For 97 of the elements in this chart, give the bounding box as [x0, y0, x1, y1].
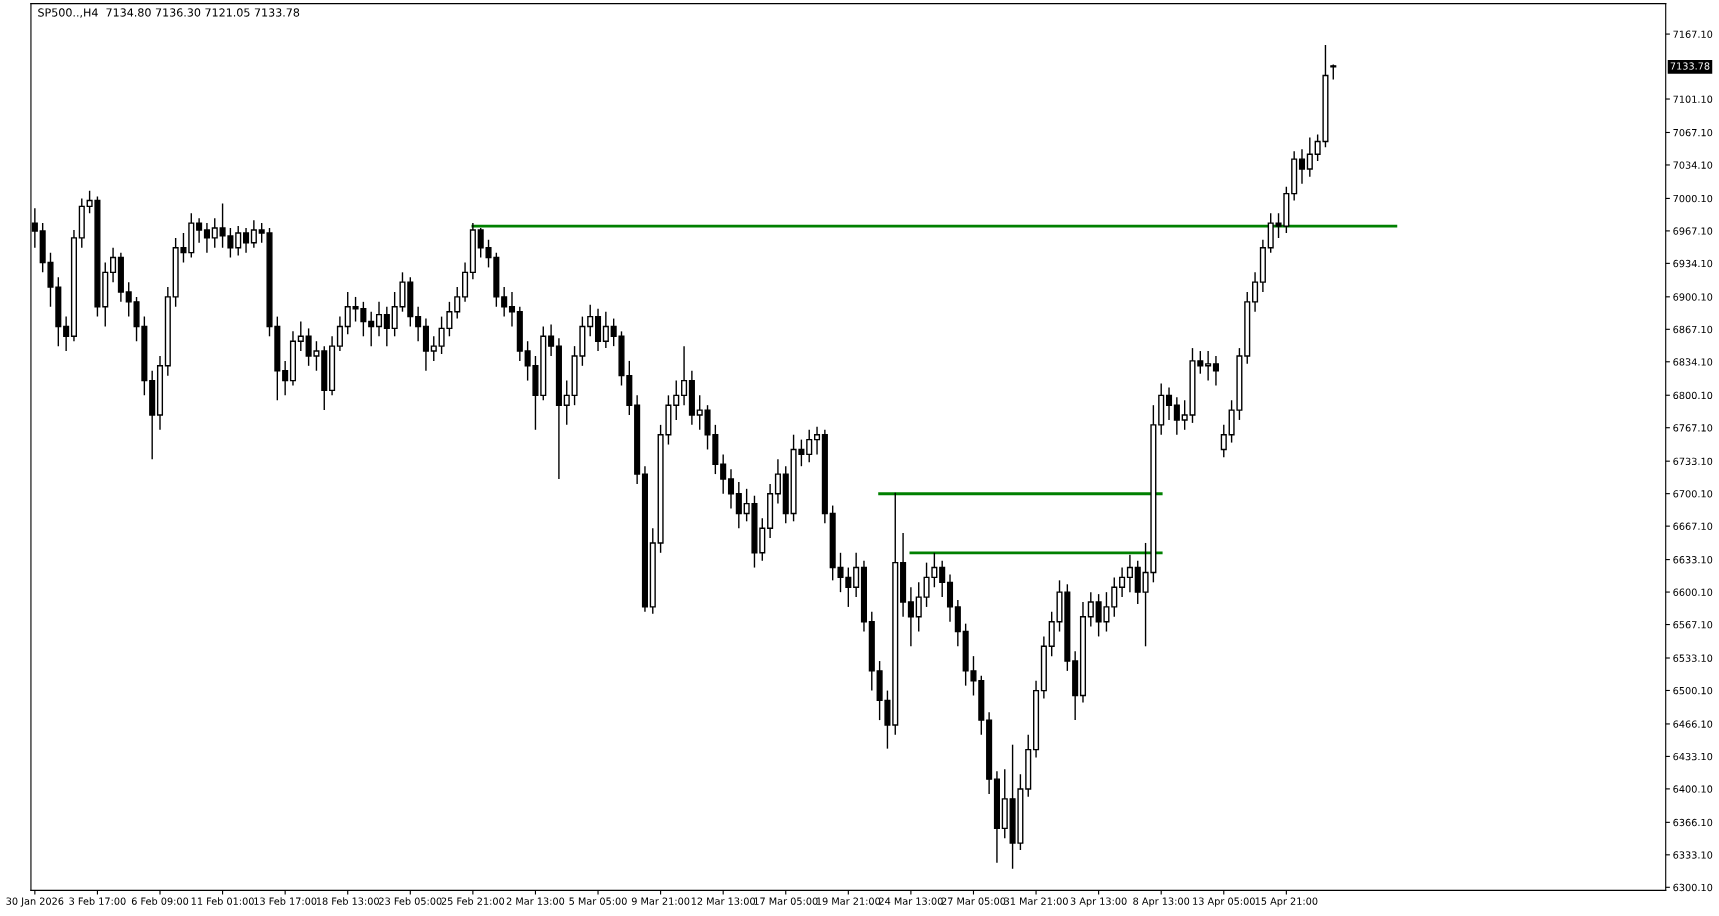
x-tick-label: 17 Mar 05:00 — [754, 897, 818, 905]
candlestick — [1119, 566, 1126, 598]
x-tick-label: 12 Mar 13:00 — [691, 897, 755, 905]
candlestick — [415, 306, 422, 342]
y-tick-label: 6733.10 — [1673, 457, 1713, 466]
y-tick-label: 6700.10 — [1673, 490, 1713, 498]
candlestick — [1220, 424, 1227, 459]
x-tick-label: 18 Feb 13:00 — [316, 897, 379, 905]
candlestick — [907, 586, 914, 647]
x-tick-label: 3 Apr 13:00 — [1070, 897, 1127, 907]
candlestick — [375, 301, 383, 337]
candlestick — [853, 552, 860, 598]
candlestick — [1212, 355, 1219, 387]
y-tick-label: 6967.10 — [1673, 227, 1713, 235]
y-tick-label: 6433.10 — [1673, 752, 1713, 761]
y-tick-label: 6834.10 — [1673, 358, 1713, 366]
y-tick-label: 6800.10 — [1673, 391, 1713, 400]
candlestick — [1111, 576, 1118, 618]
candlestick — [211, 217, 218, 249]
x-tick-label: 31 Mar 21:00 — [1004, 897, 1068, 905]
candlestick — [1298, 148, 1306, 185]
candlestick — [243, 227, 250, 254]
y-tick-label: 6867.10 — [1673, 325, 1713, 334]
x-tick-label: 19 Mar 21:00 — [816, 897, 881, 905]
y-tick-label: 6500.10 — [1673, 686, 1713, 695]
candlestick — [508, 291, 516, 328]
y-tick-label: 6533.10 — [1673, 654, 1713, 662]
y-tick-label: 7067.10 — [1673, 128, 1713, 137]
candlestick — [430, 335, 437, 362]
candlestick — [110, 247, 117, 283]
candlestick — [915, 581, 922, 633]
x-tick-label: 6 Feb 09:00 — [131, 897, 189, 905]
candlestick — [774, 458, 781, 505]
candlestick — [454, 286, 461, 320]
candlestick — [1165, 386, 1173, 421]
y-tick-label: 6600.10 — [1673, 588, 1713, 596]
candlestick — [1306, 136, 1313, 178]
x-tick-label: 25 Feb 21:00 — [441, 897, 505, 905]
y-tick-label: 7167.10 — [1673, 30, 1713, 38]
candlestick — [813, 426, 821, 456]
candlestick — [1173, 396, 1180, 436]
x-tick-label: 2 Mar 13:00 — [506, 897, 565, 905]
candlestick — [368, 310, 375, 347]
candlestick — [1252, 271, 1259, 313]
candlestick — [1126, 554, 1133, 593]
x-tick-label: 23 Feb 05:00 — [379, 897, 442, 905]
y-tick-label: 6934.10 — [1673, 259, 1713, 268]
x-tick-label: 13 Apr 05:00 — [1193, 897, 1255, 907]
candlestick — [1205, 350, 1212, 382]
x-tick-label: 13 Feb 17:00 — [254, 897, 317, 905]
candlestick — [735, 481, 742, 529]
y-tick-label: 6567.10 — [1673, 621, 1713, 629]
candlestick — [297, 320, 304, 352]
x-tick-label: 8 Apr 13:00 — [1133, 897, 1190, 907]
candlestick — [203, 222, 210, 254]
candlestick — [681, 345, 688, 406]
candlestick — [548, 323, 555, 357]
candlestick — [602, 310, 609, 349]
candlestick — [336, 315, 343, 352]
y-tick-label: 6400.10 — [1673, 785, 1713, 793]
chart-title: SP500..,H4 7134.80 7136.30 7121.05 7133.78 — [38, 8, 300, 18]
y-tick-label: 7000.10 — [1673, 194, 1713, 203]
candlestick — [939, 559, 946, 598]
y-tick-label: 6333.10 — [1673, 851, 1713, 859]
x-tick-label: 30 Jan 2026 — [6, 897, 64, 907]
x-tick-label: 27 Mar 05:00 — [941, 897, 1006, 905]
candlestick — [344, 291, 351, 336]
candlestick — [673, 379, 680, 421]
y-tick-label: 7034.10 — [1673, 161, 1713, 169]
y-tick-label: 6300.10 — [1673, 883, 1713, 892]
candlestick — [563, 379, 570, 426]
y-tick-label: 6366.10 — [1673, 818, 1713, 827]
x-tick-label: 9 Mar 21:00 — [631, 897, 690, 905]
y-tick-label: 6767.10 — [1673, 424, 1713, 432]
candlestick — [282, 360, 289, 397]
candlestick — [727, 468, 735, 510]
candlestick — [196, 217, 203, 244]
candlestick — [235, 225, 242, 257]
x-tick-label: 3 Feb 17:00 — [69, 897, 126, 905]
y-tick-label: 6667.10 — [1673, 522, 1713, 530]
candlestick — [63, 315, 70, 352]
candlestick — [806, 429, 813, 463]
candlestick — [720, 453, 727, 495]
candlestick — [1087, 591, 1094, 628]
y-tick-label: 7101.10 — [1673, 95, 1713, 103]
candlestick — [501, 286, 508, 318]
x-tick-label: 11 Feb 01:00 — [191, 897, 254, 905]
y-tick-label: 6633.10 — [1673, 556, 1713, 564]
y-tick-label: 6900.10 — [1673, 293, 1713, 301]
candlestick — [587, 304, 594, 337]
x-tick-label: 24 Mar 13:00 — [879, 897, 943, 905]
candlestick — [383, 306, 390, 347]
text: 7133.78 — [1670, 62, 1710, 70]
x-tick-label: 5 Mar 05:00 — [569, 897, 627, 905]
y-tick-label: 6466.10 — [1673, 720, 1713, 728]
x-tick-label: 15 Apr 21:00 — [1255, 897, 1318, 907]
candlestick — [250, 219, 257, 249]
